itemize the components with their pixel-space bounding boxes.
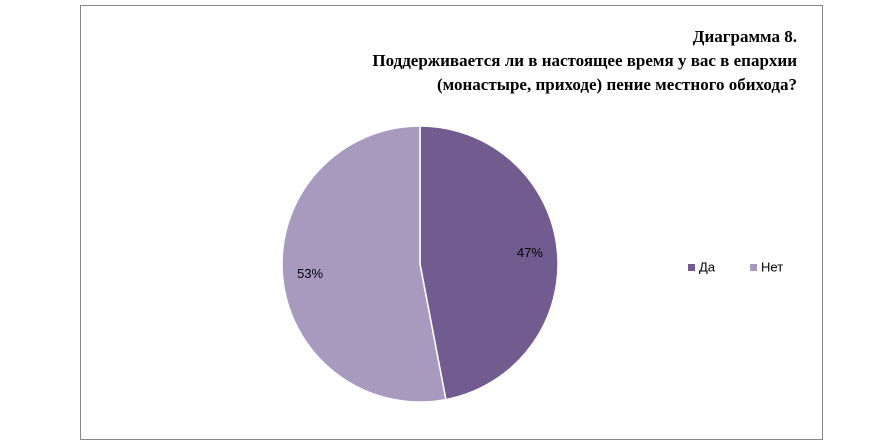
legend-label: Да — [699, 259, 716, 274]
pie-slice — [419, 125, 559, 401]
chart-subtitle: Поддерживается ли в настоящее время у ва… — [372, 51, 797, 70]
legend-swatch — [750, 264, 758, 271]
chart-title: Диаграмма 8. — [693, 27, 797, 46]
legend-swatch — [688, 264, 695, 271]
legend-label: Нет — [761, 259, 783, 274]
pie-slice — [281, 125, 447, 403]
data-label: 47% — [517, 245, 543, 260]
data-label: 53% — [297, 266, 323, 281]
chart-subtitle: (монастыре, приходе) пение местного обих… — [437, 75, 797, 94]
